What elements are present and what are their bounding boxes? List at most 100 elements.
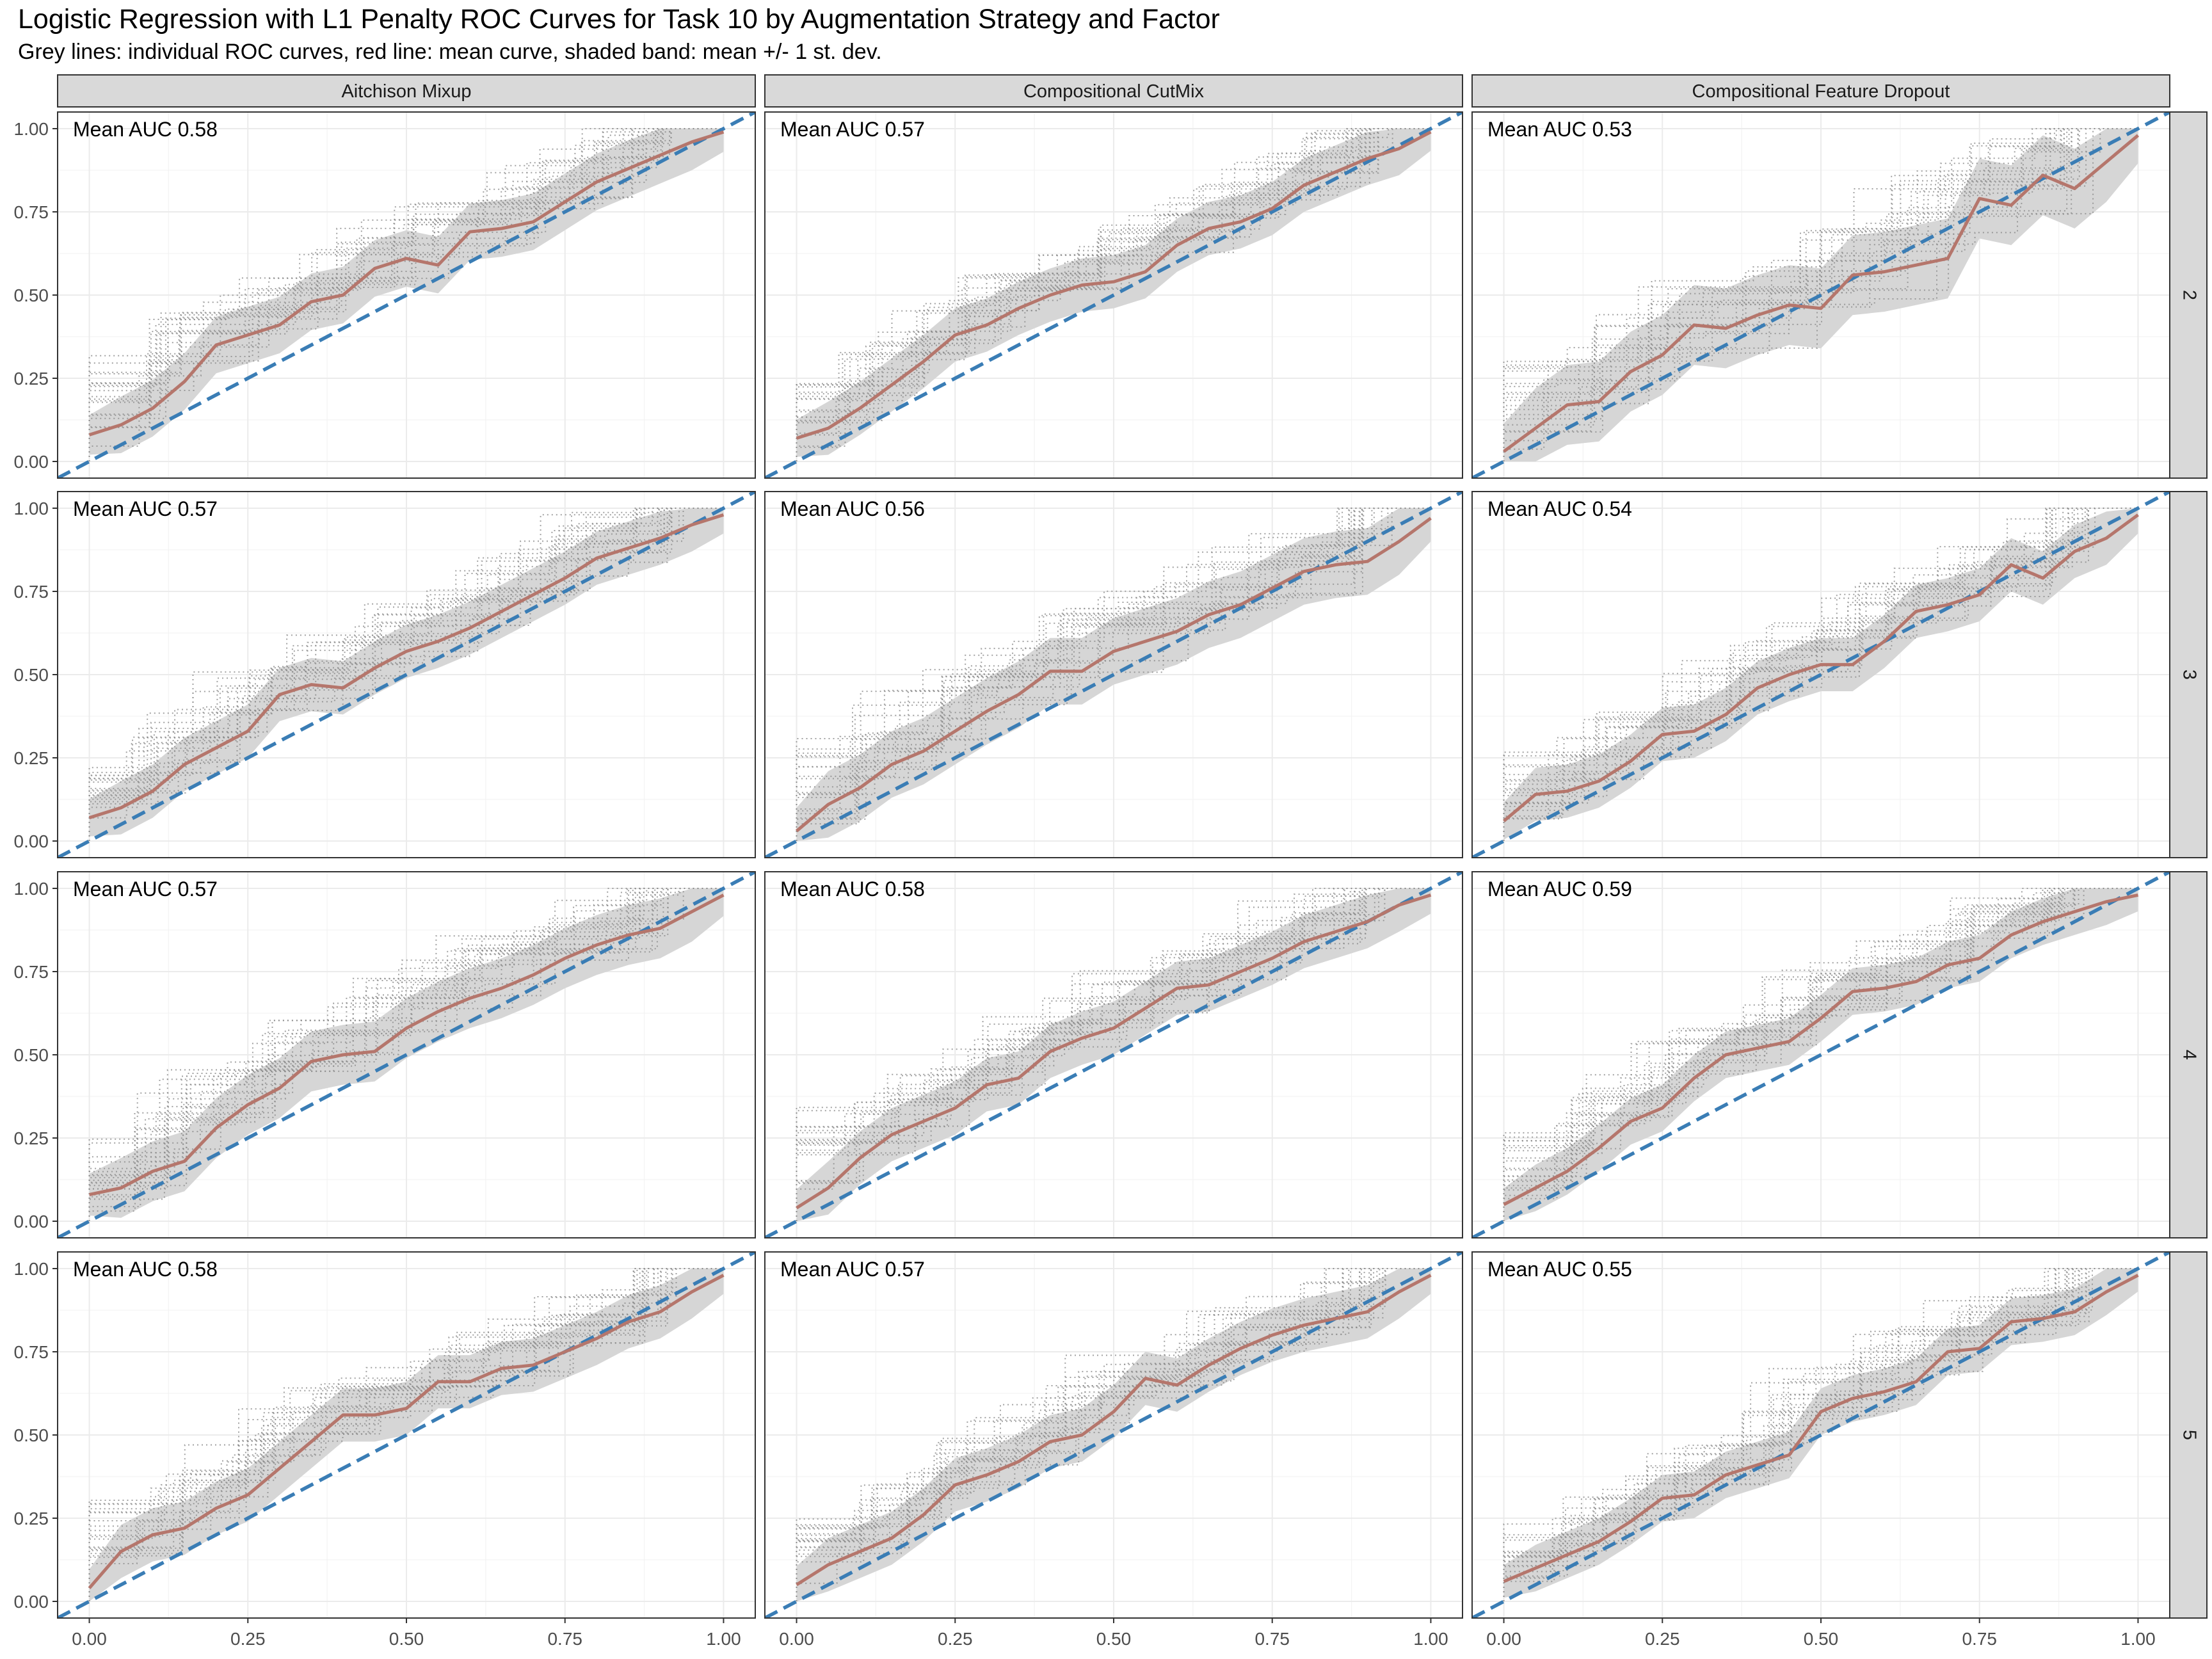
individual-roc-curve <box>1503 128 2138 461</box>
individual-roc-curve <box>1503 508 2138 841</box>
individual-roc-curve <box>88 888 724 1221</box>
individual-roc-curve <box>88 1268 724 1601</box>
individual-roc-curve <box>1503 1268 2138 1601</box>
mean-roc-curve <box>796 1274 1432 1587</box>
facet-panel: Mean AUC 0.59 <box>1471 871 2170 1238</box>
panel-grid <box>1472 872 2170 1238</box>
x-tick-label: 0.00 <box>1486 1629 1521 1649</box>
individual-roc-curve <box>796 128 1431 461</box>
mean-auc-label: Mean AUC 0.59 <box>1487 878 1632 901</box>
individual-roc-curve <box>88 128 724 461</box>
diagonal-reference-line <box>765 112 1463 478</box>
y-tick-label: 1.00 <box>14 499 49 518</box>
individual-roc-curve <box>88 128 724 461</box>
individual-roc-curve <box>1503 128 2138 461</box>
panel-border <box>764 491 1463 858</box>
individual-roc-curve <box>796 128 1431 461</box>
panel-marks <box>1472 1252 2170 1618</box>
panel-border <box>57 1251 756 1619</box>
individual-roc-curve <box>796 1268 1431 1601</box>
individual-roc-curve <box>1503 128 2138 461</box>
individual-roc-curve <box>1503 128 2138 461</box>
individual-roc-curve <box>88 888 724 1221</box>
individual-roc-curve <box>1503 508 2138 841</box>
individual-roc-curve <box>796 888 1431 1221</box>
facet-strip-row <box>2169 491 2208 858</box>
y-tick-label: 0.50 <box>14 665 49 685</box>
x-tick-label: 0.25 <box>938 1629 973 1649</box>
individual-roc-curve <box>88 1268 724 1601</box>
panel-border <box>57 871 756 1238</box>
mean-auc-label: Mean AUC 0.57 <box>780 118 925 141</box>
individual-roc-curve <box>796 888 1431 1221</box>
facet-strip-column-label: Compositional Feature Dropout <box>1692 81 1950 102</box>
y-tick-label: 0.50 <box>14 1045 49 1065</box>
y-tick-label: 0.75 <box>14 962 49 982</box>
individual-roc-curve <box>88 508 724 841</box>
facet-strip-column <box>57 74 756 108</box>
individual-roc-curve <box>1503 128 2138 461</box>
mean-roc-curve <box>1502 513 2139 822</box>
individual-roc-curve <box>796 508 1431 841</box>
y-tick-label: 0.25 <box>14 1128 49 1148</box>
individual-roc-curve <box>88 1268 724 1601</box>
individual-roc-curve <box>796 508 1431 841</box>
facet-panel: Mean AUC 0.58 <box>57 111 756 479</box>
individual-roc-curve <box>1503 888 2138 1221</box>
mean-roc-curve <box>796 130 1432 440</box>
individual-roc-curve <box>1503 508 2138 841</box>
individual-roc-curve <box>796 1268 1431 1601</box>
facet-panel: Mean AUC 0.57 <box>57 491 756 858</box>
facet-strip-row-label: 3 <box>2179 669 2199 680</box>
individual-roc-curve <box>1503 128 2138 461</box>
individual-roc-curve <box>796 1268 1431 1601</box>
individual-roc-curve <box>88 128 724 461</box>
individual-roc-curve <box>1503 888 2138 1221</box>
individual-roc-curve <box>1503 508 2138 841</box>
y-tick-label: 0.75 <box>14 582 49 602</box>
individual-roc-curve <box>88 508 724 841</box>
mean-auc-label: Mean AUC 0.56 <box>780 497 925 520</box>
panel-border <box>57 491 756 858</box>
mean-auc-label: Mean AUC 0.58 <box>73 118 218 141</box>
mean-roc-curve <box>88 513 725 819</box>
x-tick-label: 0.50 <box>1804 1629 1839 1649</box>
x-tick-label: 1.00 <box>1413 1629 1448 1649</box>
y-tick-label: 0.00 <box>14 831 49 851</box>
mean-auc-label: Mean AUC 0.57 <box>73 878 218 901</box>
individual-roc-curve <box>88 888 724 1221</box>
individual-roc-curve <box>1503 508 2138 841</box>
individual-roc-curve <box>796 1268 1431 1601</box>
individual-roc-curve <box>1503 508 2138 841</box>
facet-strip-row <box>2169 1251 2208 1619</box>
individual-roc-curve <box>1503 1268 2138 1601</box>
mean-roc-curve <box>88 1274 725 1589</box>
facet-panel: Mean AUC 0.57 <box>57 871 756 1238</box>
individual-roc-curve <box>88 888 724 1221</box>
panel-marks <box>1472 112 2170 478</box>
individual-roc-curve <box>1503 508 2138 841</box>
individual-roc-curve <box>1503 888 2138 1221</box>
y-tick-label: 0.25 <box>14 369 49 389</box>
individual-roc-curve <box>88 508 724 841</box>
x-tick-label: 1.00 <box>706 1629 741 1649</box>
mean-auc-label: Mean AUC 0.54 <box>1487 497 1632 520</box>
diagonal-reference-line <box>58 112 755 478</box>
chart-title: Logistic Regression with L1 Penalty ROC … <box>18 4 1220 35</box>
individual-roc-curve <box>796 128 1431 461</box>
y-tick-label: 0.50 <box>14 285 49 305</box>
x-tick-label: 0.25 <box>1645 1629 1680 1649</box>
y-tick-label: 0.00 <box>14 1592 49 1612</box>
individual-roc-curve <box>88 888 724 1221</box>
individual-roc-curve <box>1503 1268 2138 1601</box>
individual-roc-curve <box>1503 508 2138 841</box>
facet-strip-row-label: 2 <box>2179 290 2199 300</box>
panel-marks <box>58 112 755 478</box>
individual-roc-curve <box>88 888 724 1221</box>
x-tick-label: 0.50 <box>389 1629 424 1649</box>
facet-strip-row <box>2169 111 2208 479</box>
facet-panel: Mean AUC 0.58 <box>57 1251 756 1619</box>
diagonal-reference-line <box>58 1252 755 1618</box>
y-tick-label: 1.00 <box>14 1259 49 1279</box>
individual-roc-curve <box>1503 128 2138 461</box>
